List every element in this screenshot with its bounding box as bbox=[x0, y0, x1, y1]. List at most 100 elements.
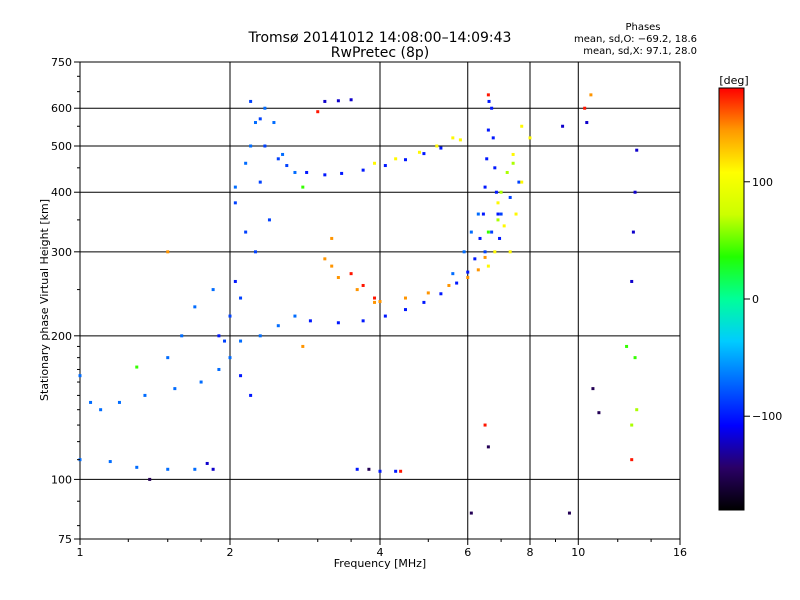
data-point bbox=[498, 236, 502, 240]
data-point bbox=[193, 467, 197, 471]
data-point bbox=[635, 408, 639, 412]
data-point bbox=[439, 292, 443, 296]
data-point bbox=[455, 281, 459, 285]
data-point bbox=[293, 170, 297, 174]
data-point bbox=[630, 458, 634, 462]
legend-line-x: mean, sd,X: 97.1, 28.0 bbox=[583, 46, 697, 57]
data-point bbox=[496, 218, 500, 222]
colorbar-tick-label: 0 bbox=[752, 293, 759, 306]
data-point bbox=[143, 393, 147, 397]
data-point bbox=[486, 230, 490, 234]
x-axis-label: Frequency [MHz] bbox=[334, 557, 426, 570]
data-point bbox=[496, 201, 500, 205]
data-point bbox=[361, 168, 365, 172]
data-point bbox=[487, 99, 491, 103]
data-point bbox=[99, 408, 103, 412]
data-point bbox=[244, 161, 248, 165]
data-point bbox=[166, 250, 170, 254]
data-point bbox=[249, 99, 253, 103]
data-point bbox=[486, 93, 490, 97]
y-tick-layer: 75 100 200 300 400 500 600 750 bbox=[51, 56, 80, 546]
data-point bbox=[367, 467, 371, 471]
data-point bbox=[508, 195, 512, 199]
data-point bbox=[272, 121, 276, 125]
data-point bbox=[528, 136, 532, 140]
data-point bbox=[355, 288, 359, 292]
data-point bbox=[383, 314, 387, 318]
data-point bbox=[361, 283, 365, 287]
data-point bbox=[285, 164, 289, 168]
data-point bbox=[485, 157, 489, 161]
data-point bbox=[520, 124, 524, 128]
data-point bbox=[263, 144, 267, 148]
data-point bbox=[249, 144, 253, 148]
data-point bbox=[373, 161, 377, 165]
data-point bbox=[383, 164, 387, 168]
data-point bbox=[635, 148, 639, 152]
data-point bbox=[394, 469, 398, 473]
data-point bbox=[458, 138, 462, 142]
data-point bbox=[349, 272, 353, 276]
x-tick-label: 10 bbox=[571, 546, 585, 559]
data-point bbox=[148, 477, 152, 481]
data-point bbox=[469, 511, 473, 515]
grid-layer bbox=[80, 62, 680, 539]
data-point bbox=[108, 460, 112, 464]
data-point bbox=[491, 136, 495, 140]
data-point bbox=[486, 445, 490, 449]
y-tick-label: 100 bbox=[51, 473, 72, 486]
colorbar-tick-label: 100 bbox=[752, 176, 773, 189]
data-point bbox=[263, 106, 267, 110]
data-point bbox=[633, 190, 637, 194]
data-point bbox=[373, 296, 377, 300]
data-point bbox=[499, 212, 503, 216]
data-point bbox=[502, 224, 506, 228]
data-point bbox=[293, 314, 297, 318]
data-point bbox=[630, 279, 634, 283]
x-tick-layer: 1 2 4 6 8 10 16 bbox=[77, 539, 687, 559]
data-point bbox=[166, 356, 170, 360]
x-tick-label: 16 bbox=[673, 546, 687, 559]
data-point bbox=[508, 250, 512, 254]
data-point bbox=[399, 469, 403, 473]
data-point bbox=[625, 344, 629, 348]
data-point bbox=[561, 124, 565, 128]
data-point bbox=[403, 158, 407, 162]
data-point bbox=[493, 166, 497, 170]
data-point bbox=[258, 117, 262, 121]
data-point bbox=[451, 136, 455, 140]
data-point bbox=[355, 467, 359, 471]
data-point bbox=[630, 423, 634, 427]
data-point bbox=[426, 291, 430, 295]
data-point bbox=[336, 276, 340, 280]
data-point bbox=[403, 308, 407, 312]
y-tick-label: 750 bbox=[51, 56, 72, 69]
data-point bbox=[496, 212, 500, 216]
data-point bbox=[476, 268, 480, 272]
data-point bbox=[281, 152, 285, 156]
colorbar-tick-layer: 100 0 −100 bbox=[744, 176, 782, 423]
data-point bbox=[316, 110, 320, 114]
data-point bbox=[308, 319, 312, 323]
data-point bbox=[483, 255, 487, 259]
legend-title: Phases bbox=[625, 22, 660, 33]
data-point bbox=[205, 461, 209, 465]
data-point bbox=[193, 305, 197, 309]
data-point bbox=[476, 212, 480, 216]
data-point bbox=[483, 250, 487, 254]
data-point bbox=[473, 257, 477, 261]
data-point bbox=[378, 300, 382, 304]
data-point bbox=[435, 144, 439, 148]
data-point bbox=[589, 93, 593, 97]
data-point bbox=[166, 467, 170, 471]
legend-line-o: mean, sd,O: −69.2, 18.6 bbox=[574, 34, 697, 45]
data-point bbox=[233, 201, 237, 205]
data-point bbox=[403, 296, 407, 300]
data-point bbox=[253, 250, 257, 254]
data-point bbox=[514, 212, 518, 216]
y-tick-label: 300 bbox=[51, 246, 72, 259]
data-point bbox=[305, 170, 309, 174]
data-point bbox=[481, 212, 485, 216]
data-point bbox=[258, 180, 262, 184]
